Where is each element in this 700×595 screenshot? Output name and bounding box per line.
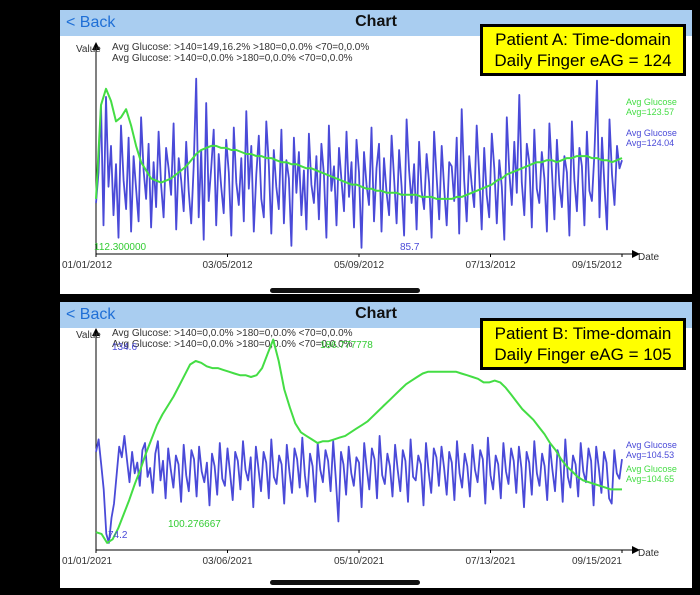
green-series-line: [95, 87, 623, 200]
annotation-line-2: Daily Finger eAG = 124: [494, 51, 672, 70]
x-tick-labels: 01/01/2021 03/06/2021 05/10/2021 07/13/2021…: [62, 550, 623, 567]
legend-blue-title: Avg Glucose: [626, 128, 677, 138]
home-indicator[interactable]: [270, 288, 420, 293]
x-tick-label: 05/10/2021: [334, 556, 384, 567]
x-tick-label: 07/13/2012: [465, 260, 515, 271]
threshold-stats-green: Avg Glucose: >140=0,0.0% >180=0,0.0% <70…: [112, 339, 353, 350]
legend-blue-title: Avg Glucose: [626, 440, 677, 450]
home-indicator[interactable]: [270, 580, 420, 585]
threshold-stats-blue: Avg Glucose: >140=0,0.0% >180=0,0.0% <70…: [112, 328, 353, 339]
series-group: [95, 77, 623, 249]
y-axis-arrow-icon: [92, 328, 100, 336]
legend-green-title: Avg Glucose: [626, 464, 677, 474]
chart-screen-patient-b: < Back Chart Value Date Avg Glucose: >14…: [60, 302, 692, 588]
nav-title: Chart: [355, 305, 397, 322]
legend-green-value: Avg=104.65: [626, 474, 674, 484]
annotation-line-1: Patient A: Time-domain: [495, 30, 671, 49]
x-tick-label: 09/15/2021: [572, 556, 622, 567]
x-axis-label: Date: [638, 548, 660, 559]
back-button[interactable]: < Back: [66, 14, 116, 31]
blue-series-line: [95, 77, 623, 249]
patient-annotation-box: Patient B: Time-domain Daily Finger eAG …: [480, 318, 686, 370]
nav-title: Chart: [355, 13, 397, 30]
x-tick-label: 09/15/2012: [572, 260, 622, 271]
threshold-stats-blue: Avg Glucose: >140=0,0.0% >180=0,0.0% <70…: [112, 53, 353, 64]
patient-annotation-box: Patient A: Time-domain Daily Finger eAG …: [480, 24, 686, 76]
blue-series-line: [95, 434, 623, 544]
x-tick-label: 03/05/2012: [202, 260, 252, 271]
navigation-bar: < Back Chart: [60, 10, 692, 36]
x-axis-arrow-icon: [632, 546, 640, 554]
min-value-label-green: 100.276667: [168, 519, 221, 530]
legend-blue-value: Avg=104.53: [626, 450, 674, 460]
threshold-stats-green: Avg Glucose: >140=149,16.2% >180=0,0.0% …: [112, 42, 369, 53]
green-series-line: [95, 338, 622, 544]
annotation-line-2: Daily Finger eAG = 105: [494, 345, 672, 364]
glucose-line-chart: Value Date Avg Glucose: >140=0,0.0% >180…: [62, 328, 677, 567]
annotation-line-1: Patient B: Time-domain: [494, 324, 672, 343]
x-tick-label: 07/13/2021: [465, 556, 515, 567]
legend-green-value: Avg=123.57: [626, 107, 674, 117]
min-value-label-green: 112.300000: [94, 242, 147, 253]
y-axis-label: Value: [76, 330, 101, 341]
x-tick-label: 01/01/2021: [62, 556, 112, 567]
x-tick-label: 05/09/2012: [334, 260, 384, 271]
y-axis-arrow-icon: [92, 42, 100, 50]
x-tick-label: 01/01/2012: [62, 260, 112, 271]
legend-green-title: Avg Glucose: [626, 97, 677, 107]
min-value-label-blue: 85.7: [400, 242, 420, 253]
glucose-line-chart: Value Date Avg Glucose: >140=149,16.2% >…: [62, 42, 677, 271]
x-tick-label: 03/06/2021: [202, 556, 252, 567]
min-value-label-blue: 74.2: [108, 530, 128, 541]
x-axis-arrow-icon: [632, 250, 640, 258]
legend-blue-value: Avg=124.04: [626, 138, 674, 148]
x-axis-label: Date: [638, 252, 660, 263]
x-tick-labels: 01/01/2012 03/05/2012 05/09/2012 07/13/2012…: [62, 254, 623, 271]
back-button[interactable]: < Back: [66, 306, 116, 323]
y-axis-label: Value: [76, 44, 101, 55]
max-value-label-blue: 134.6: [112, 342, 137, 353]
max-value-label-green: 186.777778: [320, 340, 373, 351]
chart-screen-patient-a: < Back Chart Value Date Avg Glucose: >14…: [60, 10, 692, 294]
series-group: [95, 338, 623, 544]
